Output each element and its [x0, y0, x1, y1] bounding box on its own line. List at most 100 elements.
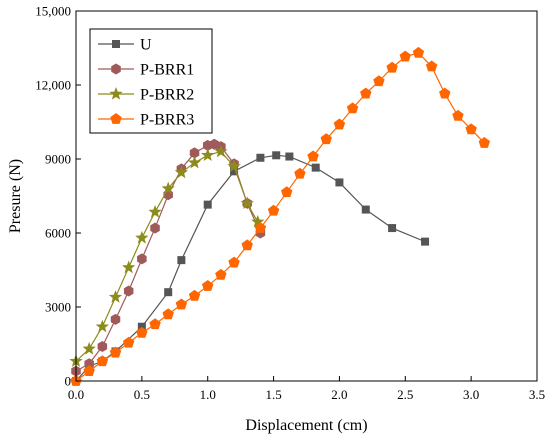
legend-item-u: U	[98, 37, 152, 54]
data-point-u	[272, 151, 281, 160]
x-axis-label: Displacement (cm)	[245, 417, 367, 434]
data-point-p-brr3	[241, 239, 253, 251]
y-tick-label: 0	[65, 374, 72, 389]
y-tick-label: 12,000	[35, 78, 71, 93]
plot-frame	[75, 10, 538, 382]
data-point-u	[177, 256, 186, 265]
legend-label: U	[140, 37, 152, 54]
data-point-p-brr3	[425, 60, 438, 72]
data-point-p-brr1	[97, 340, 108, 352]
data-point-u	[361, 205, 370, 214]
data-point-p-brr3	[439, 87, 451, 99]
data-point-u	[256, 153, 265, 162]
data-point-p-brr1	[150, 222, 160, 234]
axes: 0.0 0.5 1.0 1.5 2.0 2.5 3.0 3.5 0 3000 6000 9000 12,…	[35, 4, 545, 403]
data-point-p-brr3	[346, 102, 359, 114]
legend-label: P-BRR1	[140, 62, 194, 79]
data-point-u	[388, 224, 397, 233]
data-point-p-brr2	[161, 181, 175, 195]
y-axis-label: Presure (N)	[7, 159, 24, 233]
data-point-p-brr1	[123, 285, 134, 297]
data-point-p-brr3	[83, 365, 95, 376]
x-tick-label: 0.0	[68, 387, 84, 402]
data-point-p-brr3	[202, 280, 214, 291]
data-point-p-brr3	[386, 61, 398, 73]
data-point-p-brr3	[320, 133, 332, 145]
data-point-p-brr3	[399, 50, 411, 62]
data-point-p-brr3	[478, 136, 491, 148]
data-point-p-brr3	[307, 150, 319, 162]
data-point-p-brr1	[189, 147, 200, 159]
data-point-u	[203, 200, 212, 209]
data-point-p-brr3	[360, 87, 372, 99]
data-point-p-brr2	[148, 205, 162, 218]
x-tick-label: 0.5	[134, 387, 150, 402]
data-point-u	[335, 178, 344, 187]
legend-box	[89, 28, 213, 134]
data-point-p-brr3	[294, 167, 306, 179]
data-point-u	[137, 322, 146, 331]
data-point-p-brr2	[227, 159, 241, 173]
data-point-u	[285, 152, 294, 161]
series-layer	[69, 46, 491, 386]
data-point-p-brr2	[82, 341, 96, 355]
x-tick-label: 1.0	[200, 387, 216, 402]
y-tick-label: 3000	[45, 300, 71, 315]
x-tick-label: 3.5	[529, 387, 545, 402]
data-point-p-brr3	[267, 204, 280, 216]
data-point-p-brr3	[465, 123, 477, 135]
data-point-p-brr2	[108, 290, 123, 303]
data-point-u	[230, 167, 239, 176]
data-point-p-brr3	[228, 256, 240, 268]
data-point-p-brr2	[174, 165, 189, 179]
data-point-p-brr3	[281, 186, 293, 198]
data-point-p-brr3	[188, 289, 201, 301]
data-point-p-brr2	[122, 260, 136, 274]
data-point-p-brr3	[254, 222, 267, 233]
y-tick-label: 15,000	[35, 4, 71, 19]
data-point-p-brr2	[201, 148, 215, 161]
data-point-p-brr2	[95, 319, 109, 333]
data-point-p-brr2	[240, 196, 254, 210]
data-point-p-brr2	[214, 144, 228, 158]
y-tick-label: 6000	[45, 226, 71, 241]
data-point-p-brr3	[136, 326, 148, 338]
data-point-p-brr3	[96, 355, 109, 367]
data-point-p-brr1	[110, 313, 121, 325]
x-tick-label: 3.0	[463, 387, 479, 402]
data-point-p-brr2	[135, 230, 149, 244]
data-point-p-brr3	[373, 75, 385, 87]
data-point-p-brr3	[452, 109, 464, 121]
data-point-u	[421, 237, 430, 246]
series-line-p-brr1	[75, 143, 261, 372]
x-tick-label: 2.5	[397, 387, 413, 402]
data-point-u	[164, 288, 173, 297]
x-tick-label: 2.0	[331, 387, 347, 402]
legend-label: P-BRR3	[140, 112, 194, 129]
y-tick-label: 9000	[45, 152, 71, 167]
data-point-p-brr3	[149, 318, 161, 330]
data-point-p-brr3	[162, 308, 174, 320]
data-point-p-brr1	[137, 253, 147, 265]
legend-item-p-brr2: P-BRR2	[98, 87, 194, 104]
legend: U P-BRR1 P-BRR2 P-BRR3	[89, 28, 213, 134]
data-point-p-brr1	[84, 358, 94, 370]
legend-marker-p-brr1	[111, 63, 121, 75]
data-point-p-brr3	[412, 46, 425, 58]
legend-marker-u	[112, 40, 120, 48]
series-p-brr2	[69, 144, 265, 367]
x-tick-label: 1.5	[265, 387, 281, 402]
legend-item-p-brr3: P-BRR3	[98, 112, 194, 129]
data-point-p-brr3	[122, 336, 135, 348]
series-p-brr3	[70, 46, 491, 386]
data-point-p-brr3	[175, 298, 188, 310]
data-point-u	[311, 163, 320, 172]
data-point-p-brr2	[187, 155, 202, 169]
data-point-p-brr3	[333, 118, 346, 130]
legend-label: P-BRR2	[140, 87, 194, 104]
data-point-p-brr3	[109, 346, 122, 358]
data-point-p-brr2	[251, 214, 265, 228]
legend-marker-p-brr3	[110, 113, 122, 124]
data-point-p-brr3	[215, 268, 227, 280]
